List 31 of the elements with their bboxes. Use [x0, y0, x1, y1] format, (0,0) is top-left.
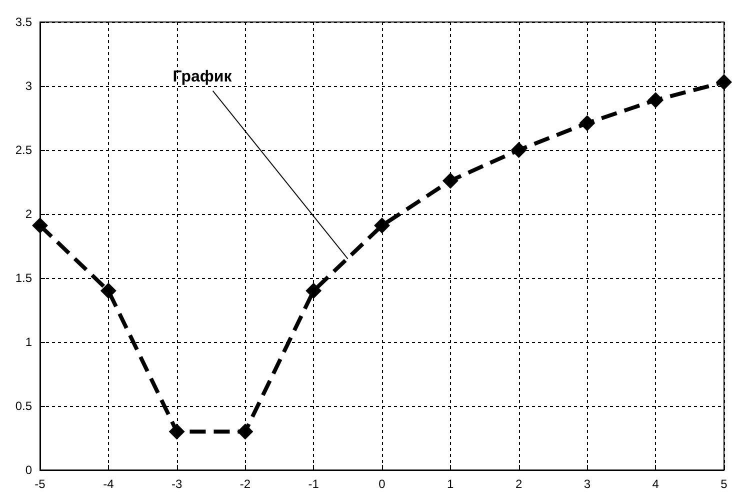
point: [32, 218, 48, 234]
point: [100, 282, 116, 299]
point: [510, 142, 527, 158]
point: [306, 282, 322, 299]
y-tick-label: 0.5: [15, 399, 32, 413]
point: [442, 172, 458, 189]
point: [374, 218, 390, 234]
y-tick-label: 1.5: [15, 271, 32, 285]
x-tick-label: -2: [240, 477, 251, 491]
point: [648, 92, 664, 108]
y-tick-label: 3: [25, 79, 32, 93]
x-tick-label: -3: [171, 477, 182, 491]
x-tick-label: 5: [720, 477, 728, 491]
point: [716, 74, 732, 90]
x-tick-label: 4: [652, 477, 660, 491]
point: [237, 424, 254, 440]
x-tick-label: -1: [308, 477, 320, 491]
y-tick-label: 0: [25, 463, 32, 477]
annotation: График: [172, 68, 233, 86]
x-tick-label: 0: [378, 477, 386, 491]
x-tick-label: -5: [34, 477, 46, 491]
x-tick-label: -4: [103, 477, 114, 491]
point: [579, 115, 596, 132]
y-tick-label: 3.5: [15, 15, 32, 29]
x-tick-label: 3: [584, 477, 591, 491]
y-tick-label: 2.5: [15, 143, 32, 157]
point: [168, 424, 185, 440]
x-tick-label: 1: [447, 477, 454, 491]
x-tick-label: 2: [515, 477, 522, 491]
y-tick-label: 2: [25, 207, 32, 221]
y-tick-label: 1: [25, 335, 32, 349]
